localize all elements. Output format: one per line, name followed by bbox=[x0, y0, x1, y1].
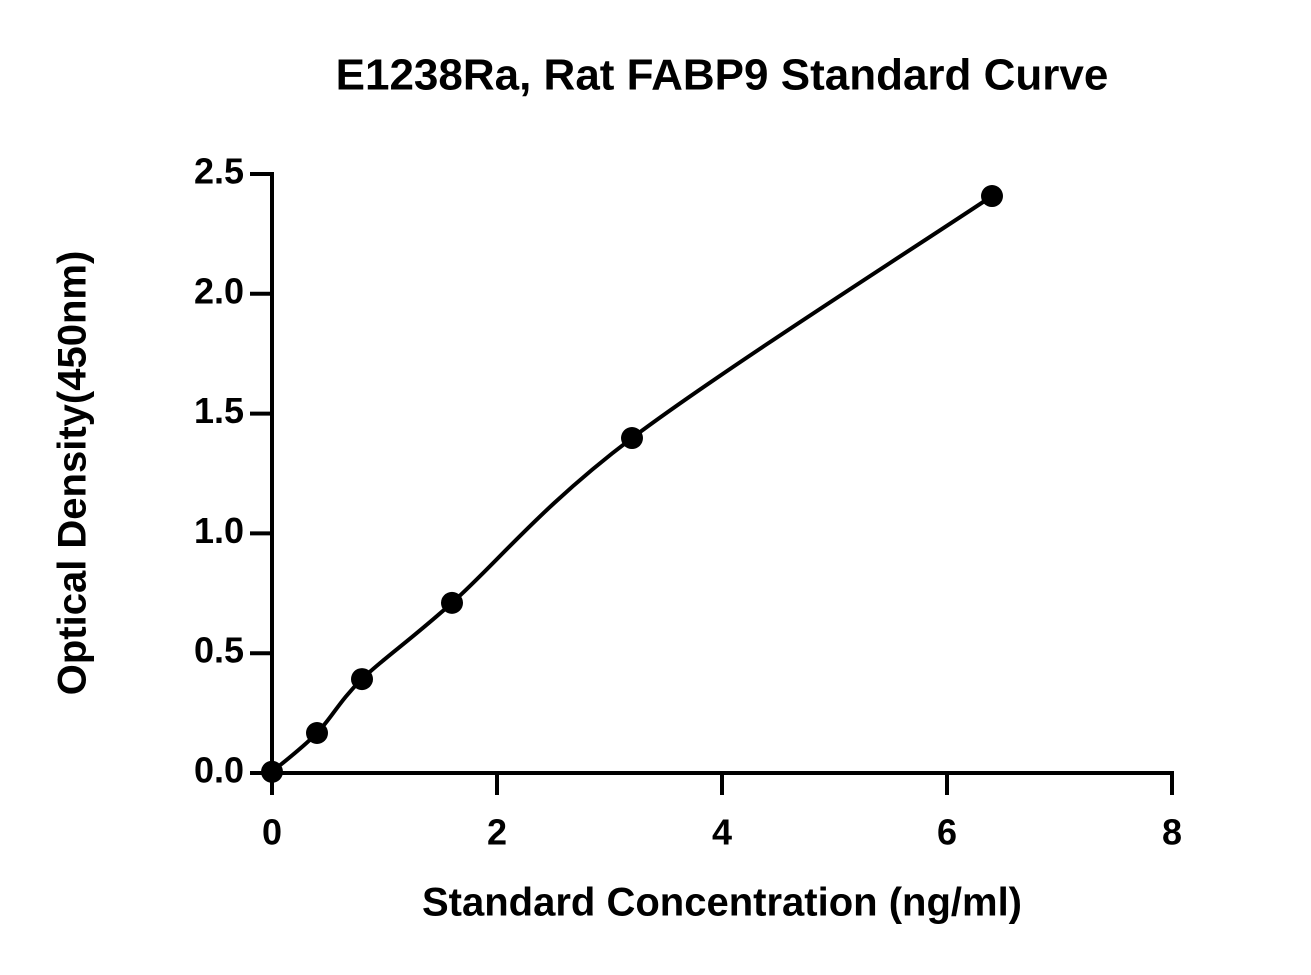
fit-curve bbox=[270, 194, 994, 774]
y-tick-label: 0.5 bbox=[194, 630, 244, 671]
data-point bbox=[351, 668, 373, 691]
y-tick-label: 2.0 bbox=[194, 270, 244, 311]
x-tick-label: 6 bbox=[937, 812, 957, 853]
y-tick-label: 2.5 bbox=[194, 151, 244, 192]
x-tick-label: 0 bbox=[262, 812, 282, 853]
data-point bbox=[441, 591, 463, 614]
x-tick-label: 2 bbox=[487, 812, 507, 853]
data-point bbox=[981, 185, 1003, 208]
x-tick-label: 8 bbox=[1162, 812, 1182, 853]
y-tick-label: 1.5 bbox=[194, 390, 244, 431]
x-axis-label: Standard Concentration (ng/ml) bbox=[422, 881, 1022, 925]
data-point bbox=[261, 760, 283, 783]
y-tick-label: 0.0 bbox=[194, 750, 244, 791]
y-axis-label: Optical Density(450nm) bbox=[51, 251, 95, 696]
y-tick-label: 1.0 bbox=[194, 510, 244, 551]
data-point bbox=[621, 427, 643, 450]
x-tick-label: 4 bbox=[712, 812, 732, 853]
chart-title: E1238Ra, Rat FABP9 Standard Curve bbox=[336, 51, 1109, 100]
data-point bbox=[306, 721, 328, 744]
